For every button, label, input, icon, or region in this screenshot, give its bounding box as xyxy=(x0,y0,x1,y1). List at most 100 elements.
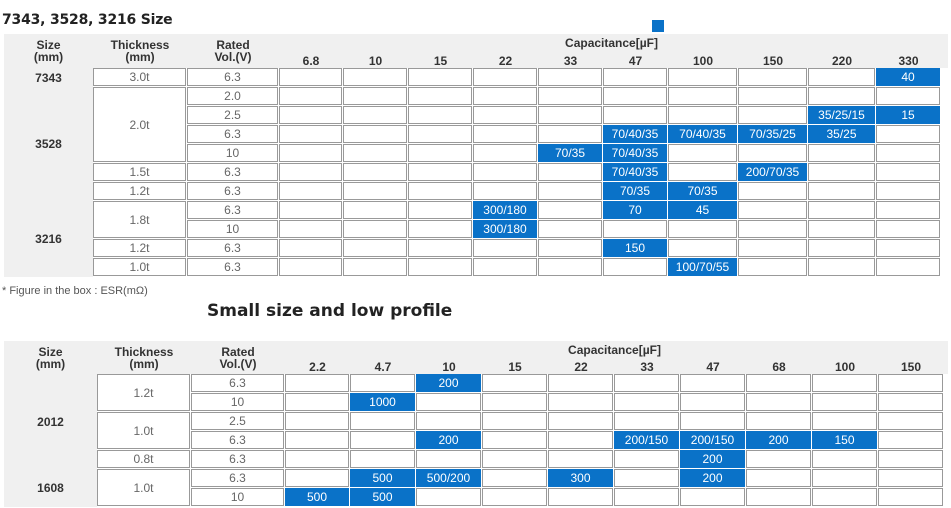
capacitance-value-header: 330 xyxy=(898,54,919,68)
rated-header-unit: Vol.(V) xyxy=(214,50,252,64)
empty-cell xyxy=(482,450,547,468)
empty-cell xyxy=(878,450,943,468)
empty-cell xyxy=(343,87,407,105)
empty-cell xyxy=(738,258,807,276)
esr-value-cell: 500/200 xyxy=(416,469,481,487)
empty-cell xyxy=(808,163,875,181)
empty-cell xyxy=(343,258,407,276)
empty-cell xyxy=(808,144,875,162)
header-background xyxy=(4,341,948,374)
voltage-cell: 6.3 xyxy=(187,258,278,276)
empty-cell xyxy=(343,125,407,143)
empty-cell xyxy=(538,239,602,257)
empty-cell xyxy=(812,393,877,411)
esr-value-cell: 200 xyxy=(416,374,481,392)
empty-cell xyxy=(614,393,679,411)
empty-cell xyxy=(808,220,875,238)
capacitance-value-header: 15 xyxy=(433,54,448,68)
empty-cell xyxy=(668,68,737,86)
thickness-header: Thickness (mm) xyxy=(97,341,191,374)
thickness-cell: 2.0t xyxy=(93,87,186,162)
empty-cell xyxy=(614,450,679,468)
size-header-unit: (mm) xyxy=(33,50,64,64)
empty-cell xyxy=(408,87,472,105)
empty-cell xyxy=(538,220,602,238)
empty-cell xyxy=(343,68,407,86)
empty-cell xyxy=(279,87,342,105)
empty-cell xyxy=(812,469,877,487)
size-label: 7343 xyxy=(35,70,62,85)
esr-value-cell: 70/35/25 xyxy=(738,125,807,143)
esr-value-cell: 35/25 xyxy=(808,125,875,143)
esr-value-cell: 200 xyxy=(680,450,745,468)
empty-cell xyxy=(279,68,342,86)
size-header: Size (mm) xyxy=(4,341,97,374)
empty-cell xyxy=(285,412,349,430)
thickness-cell: 3.0t xyxy=(93,68,186,86)
voltage-cell: 2.5 xyxy=(187,106,278,124)
capacitance-value-header: 22 xyxy=(498,54,513,68)
empty-cell xyxy=(668,106,737,124)
empty-cell xyxy=(668,220,737,238)
empty-cell xyxy=(878,393,943,411)
empty-cell xyxy=(538,201,602,219)
empty-cell xyxy=(876,239,940,257)
empty-cell xyxy=(746,450,811,468)
voltage-cell: 6.3 xyxy=(191,374,284,392)
thickness-cell: 1.2t xyxy=(93,239,186,257)
empty-cell xyxy=(416,488,481,506)
empty-cell xyxy=(279,258,342,276)
empty-cell xyxy=(876,144,940,162)
empty-cell xyxy=(285,469,349,487)
rated-header-unit: Vol.(V) xyxy=(219,356,257,371)
empty-cell xyxy=(538,87,602,105)
thickness-header-unit: (mm) xyxy=(125,50,155,64)
empty-cell xyxy=(343,163,407,181)
size-label: 2012 xyxy=(37,414,64,429)
capacitance-value-header: 47 xyxy=(706,360,720,374)
empty-cell xyxy=(279,106,342,124)
capacitance-value-header: 33 xyxy=(640,360,654,374)
thickness-cell: 1.0t xyxy=(97,469,190,506)
empty-cell xyxy=(746,488,811,506)
esr-value-cell: 500 xyxy=(285,488,349,506)
empty-cell xyxy=(548,450,613,468)
capacitance-value-header: 4.7 xyxy=(374,360,392,374)
empty-cell xyxy=(482,431,547,449)
size-column-background xyxy=(4,374,97,507)
empty-cell xyxy=(473,68,537,86)
empty-cell xyxy=(548,431,613,449)
voltage-cell: 2.5 xyxy=(191,412,284,430)
empty-cell xyxy=(878,374,943,392)
capacitance-header: Capacitance[µF] xyxy=(568,343,661,357)
empty-cell xyxy=(416,450,481,468)
esr-value-cell: 300 xyxy=(548,469,613,487)
empty-cell xyxy=(603,68,667,86)
size-label: 3528 xyxy=(35,137,62,151)
empty-cell xyxy=(746,374,811,392)
empty-cell xyxy=(746,393,811,411)
empty-cell xyxy=(680,374,745,392)
rated-header-label: Rated xyxy=(221,344,255,359)
empty-cell xyxy=(808,68,875,86)
empty-cell xyxy=(408,201,472,219)
voltage-cell: 10 xyxy=(187,220,278,238)
section-title-2: Small size and low profile xyxy=(207,301,453,321)
empty-cell xyxy=(738,220,807,238)
empty-cell xyxy=(738,68,807,86)
empty-cell xyxy=(738,182,807,200)
thickness-header-label: Thickness xyxy=(110,38,170,52)
rated-header-label: Rated xyxy=(216,38,250,52)
capacitance-value-header: 10 xyxy=(368,54,383,68)
thickness-cell: 1.8t xyxy=(93,201,186,238)
esr-value-cell: 300/180 xyxy=(473,220,537,238)
empty-cell xyxy=(548,393,613,411)
empty-cell xyxy=(680,488,745,506)
empty-cell xyxy=(878,469,943,487)
empty-cell xyxy=(738,239,807,257)
empty-cell xyxy=(878,412,943,430)
thickness-header: Thickness (mm) xyxy=(93,34,187,68)
voltage-cell: 6.3 xyxy=(187,163,278,181)
empty-cell xyxy=(482,412,547,430)
empty-cell xyxy=(473,239,537,257)
